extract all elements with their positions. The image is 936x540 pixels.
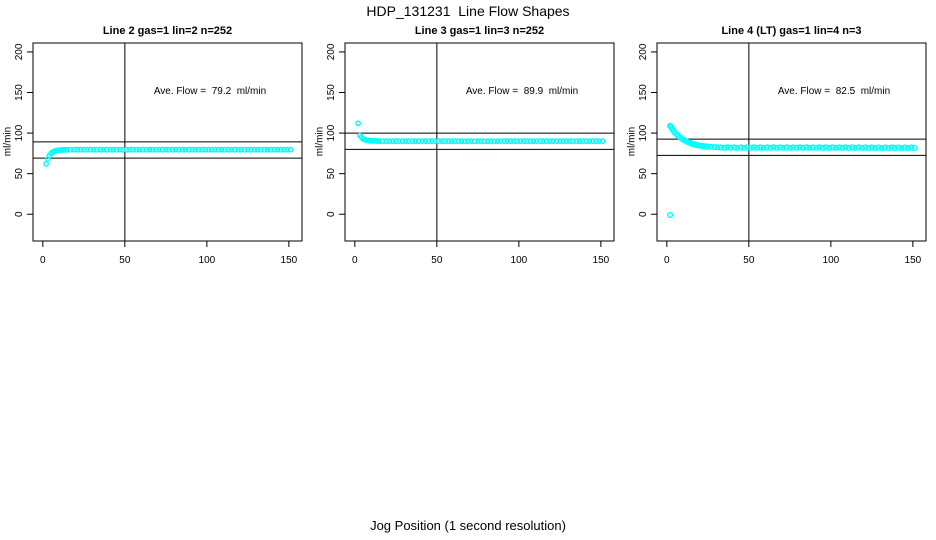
svg-text:150: 150 bbox=[593, 255, 610, 266]
svg-text:0: 0 bbox=[40, 255, 46, 266]
svg-text:100: 100 bbox=[14, 124, 25, 141]
panel-title: Line 4 (LT) gas=1 lin=4 n=3 bbox=[721, 25, 862, 37]
svg-text:150: 150 bbox=[905, 255, 922, 266]
svg-text:200: 200 bbox=[326, 43, 337, 60]
svg-text:100: 100 bbox=[326, 124, 337, 141]
svg-text:100: 100 bbox=[823, 255, 840, 266]
svg-text:50: 50 bbox=[743, 255, 755, 266]
svg-text:100: 100 bbox=[199, 255, 216, 266]
svg-text:0: 0 bbox=[326, 211, 337, 217]
panel-line-3: Line 3 gas=1 lin=3 n=252 ml/min Ave. Flo… bbox=[312, 20, 624, 270]
svg-text:100: 100 bbox=[638, 124, 649, 141]
panel-line-2: Line 2 gas=1 lin=2 n=252 ml/min Ave. Flo… bbox=[0, 20, 312, 270]
svg-text:150: 150 bbox=[638, 84, 649, 101]
svg-text:200: 200 bbox=[638, 43, 649, 60]
chart-canvas-line-4: 0 50 100 150 0 50 100 150 200 bbox=[638, 42, 927, 266]
svg-text:150: 150 bbox=[281, 255, 298, 266]
x-axis-label: Jog Position (1 second resolution) bbox=[370, 518, 566, 533]
panel-line-4: Line 4 (LT) gas=1 lin=4 n=3 ml/min Ave. … bbox=[624, 20, 936, 270]
ave-flow-annotation: Ave. Flow = 79.2 ml/min bbox=[153, 86, 267, 97]
ave-flow-annotation: Ave. Flow = 82.5 ml/min bbox=[777, 86, 891, 97]
svg-text:0: 0 bbox=[352, 255, 358, 266]
svg-text:150: 150 bbox=[14, 84, 25, 101]
ave-flow-annotation: Ave. Flow = 89.9 ml/min bbox=[465, 86, 579, 97]
svg-text:50: 50 bbox=[431, 255, 443, 266]
svg-text:50: 50 bbox=[14, 168, 25, 180]
svg-text:0: 0 bbox=[638, 211, 649, 217]
svg-text:50: 50 bbox=[326, 168, 337, 180]
svg-text:0: 0 bbox=[14, 211, 25, 217]
chart-canvas-line-3: 0 50 100 150 0 50 100 150 200 bbox=[326, 42, 615, 266]
svg-text:100: 100 bbox=[511, 255, 528, 266]
figure-title: HDP_131231 Line Flow Shapes bbox=[366, 3, 570, 19]
svg-text:150: 150 bbox=[326, 84, 337, 101]
svg-text:50: 50 bbox=[638, 168, 649, 180]
panel-title: Line 2 gas=1 lin=2 n=252 bbox=[102, 25, 233, 37]
panel-title: Line 3 gas=1 lin=3 n=252 bbox=[414, 25, 545, 37]
svg-text:0: 0 bbox=[664, 255, 670, 266]
svg-text:200: 200 bbox=[14, 43, 25, 60]
chart-canvas-line-2: 0 50 100 150 0 50 100 150 200 bbox=[14, 42, 303, 266]
svg-text:50: 50 bbox=[119, 255, 131, 266]
